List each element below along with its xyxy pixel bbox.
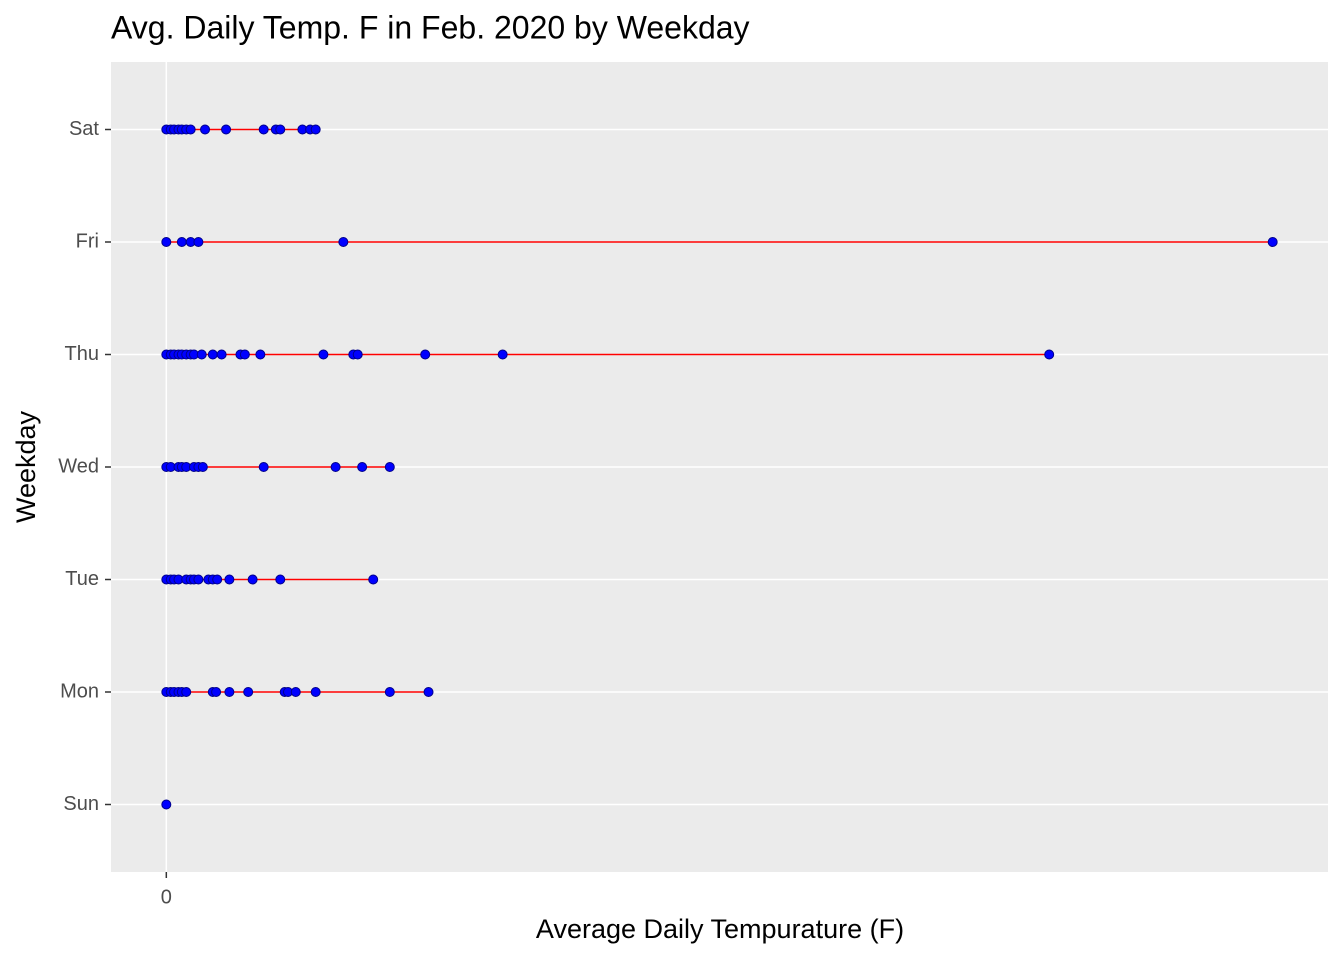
point (330, 462, 341, 472)
point (275, 124, 286, 135)
point (221, 124, 232, 135)
point (176, 237, 187, 247)
point (310, 124, 321, 135)
point (1267, 237, 1278, 247)
y-tick-label: Wed (58, 455, 99, 477)
point (216, 349, 227, 360)
point (200, 124, 211, 135)
point (196, 349, 207, 360)
point (338, 237, 349, 247)
point (181, 687, 192, 697)
point (193, 574, 204, 585)
y-tick-label: Thu (65, 343, 99, 365)
point (368, 574, 379, 585)
point (161, 237, 172, 247)
point (211, 687, 222, 697)
point (207, 349, 218, 360)
point (384, 687, 395, 697)
point (310, 687, 321, 697)
point (384, 462, 395, 472)
point (420, 349, 431, 360)
point (497, 349, 508, 360)
point (290, 687, 301, 697)
point (161, 799, 172, 810)
y-tick-label: Mon (60, 680, 99, 702)
point (352, 349, 363, 360)
point (212, 574, 223, 585)
point (193, 237, 204, 247)
y-tick-label: Tue (65, 568, 99, 590)
point (423, 687, 434, 697)
point (258, 462, 269, 472)
point (247, 574, 258, 585)
point (224, 574, 235, 585)
x-tick-label: 0 (161, 886, 172, 908)
point (318, 349, 329, 360)
point (239, 349, 250, 360)
y-axis-label: Weekday (11, 410, 41, 523)
y-tick-label: Sun (63, 793, 99, 815)
point (243, 687, 254, 697)
x-axis-label: Average Daily Tempurature (F) (536, 914, 904, 944)
point (357, 462, 368, 472)
point (185, 124, 196, 135)
y-tick-label: Fri (76, 230, 99, 252)
point (197, 462, 208, 472)
point (224, 687, 235, 697)
y-tick-label: Sat (69, 118, 99, 140)
point (255, 349, 266, 360)
chart-title: Avg. Daily Temp. F in Feb. 2020 by Weekd… (111, 9, 750, 45)
point (275, 574, 286, 585)
point (258, 124, 269, 135)
point (1044, 349, 1055, 360)
